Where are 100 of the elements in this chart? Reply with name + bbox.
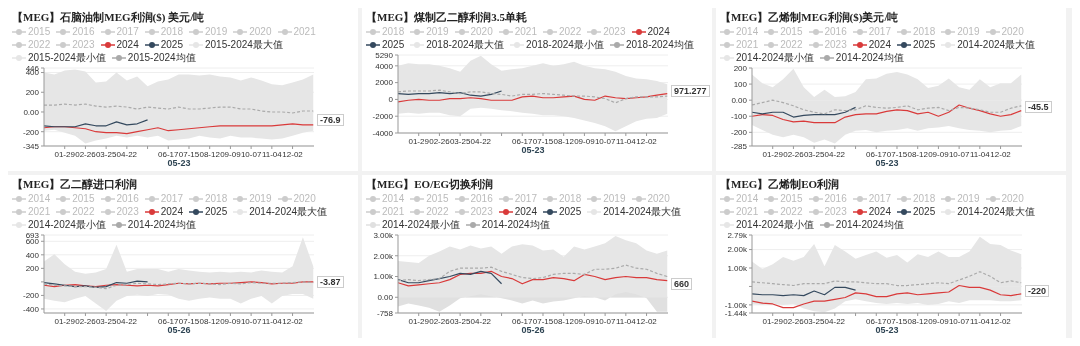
legend-label: 2024 xyxy=(867,39,891,51)
legend-label: 2017 xyxy=(115,26,139,38)
x-tick-label: 09-09 xyxy=(928,149,950,159)
x-tick-label: 02-26 xyxy=(429,136,451,146)
x-tick-label: 10-07 xyxy=(594,316,616,326)
x-tick-label: 06-17 xyxy=(158,149,180,159)
legend-label: 2020 xyxy=(248,26,272,38)
x-tick-label: 07-15 xyxy=(886,316,908,326)
legend-label: 2018 xyxy=(381,26,405,38)
x-tick-label: 06-17 xyxy=(512,316,534,326)
legend-label: 2024 xyxy=(646,26,670,38)
legend-label: 2018-2024最小值 xyxy=(525,39,604,51)
y-tick-label: -1.00k xyxy=(724,300,748,310)
chart-title: 【MEG】EO/EG切换利润 xyxy=(365,177,495,192)
x-tick-label: 06-17 xyxy=(512,136,534,146)
x-tick-label: 08-12 xyxy=(553,316,575,326)
legend-label: 2014 xyxy=(735,193,759,205)
y-tick-label: 2.79k xyxy=(727,230,748,240)
y-tick-label: -1.44k xyxy=(724,308,748,318)
line-series xyxy=(398,270,503,285)
x-tick-label: 07-15 xyxy=(178,149,200,159)
legend-label: 2015 xyxy=(71,193,95,205)
line-series xyxy=(752,99,1022,115)
legend-label: 2018 xyxy=(912,26,936,38)
chart-title: 【MEG】煤制乙二醇利润3.5单耗 xyxy=(365,10,529,25)
legend-label: 2020 xyxy=(292,193,316,205)
legend-label: 2023 xyxy=(71,39,95,51)
y-tick-label: -285 xyxy=(730,141,748,151)
line-series xyxy=(44,123,314,135)
line-series xyxy=(44,119,149,128)
x-tick-label: 12-02 xyxy=(990,316,1012,326)
y-tick-label: -200 xyxy=(22,291,40,301)
y-tick-label: 400 xyxy=(25,250,40,260)
y-tick-label: -400 xyxy=(22,304,40,314)
legend-label: 2019 xyxy=(956,193,980,205)
x-tick-label: 04-22 xyxy=(116,149,138,159)
legend-label: 2014 xyxy=(381,193,405,205)
legend-label: 2025 xyxy=(912,206,936,218)
x-tick-label: 11-04 xyxy=(615,316,637,326)
x-tick-label: 02-26 xyxy=(75,149,97,159)
x-tick-label: 04-22 xyxy=(824,149,846,159)
y-tick-label: 0.00 xyxy=(731,96,748,105)
legend-label: 2017 xyxy=(867,193,891,205)
x-tick-label: 04-22 xyxy=(470,136,492,146)
text: 05-26 xyxy=(167,325,191,336)
x-tick-label: 06-17 xyxy=(158,316,180,326)
legend-label: 2023 xyxy=(115,206,139,218)
x-tick-label: 09-09 xyxy=(220,316,242,326)
x-tick-label: 04-22 xyxy=(470,316,492,326)
annotation: -220 xyxy=(1025,284,1050,297)
legend-label: 2014-2024均值 xyxy=(126,219,196,231)
x-tick-label: 11-04 xyxy=(261,316,283,326)
x-tick-label: 03-25 xyxy=(95,149,117,159)
annotation: 660 xyxy=(671,277,693,290)
legend-label: 2015 xyxy=(27,26,51,38)
x-tick-label: 12-02 xyxy=(282,316,304,326)
legend-label: 2016 xyxy=(71,26,95,38)
chart-title: 【MEG】乙烯制MEG利润($)美元/吨 xyxy=(719,10,900,25)
x-tick-label: 04-22 xyxy=(824,316,846,326)
annotation: -3.87 xyxy=(317,276,344,289)
y-tick-label: 1.00k xyxy=(727,263,748,273)
legend-label: 2014-2024最大值 xyxy=(956,206,1036,218)
legend-label: 2019 xyxy=(204,26,228,38)
text: 05-23 xyxy=(875,325,899,336)
x-tick-label: 03-25 xyxy=(803,149,825,159)
line-series xyxy=(752,106,857,118)
y-tick-label: 200 xyxy=(25,264,40,274)
legend-label: 2025 xyxy=(159,39,183,51)
line-series xyxy=(44,280,149,288)
x-tick-label: 07-15 xyxy=(886,149,908,159)
y-tick-label: 1.00k xyxy=(373,272,394,282)
legend-label: 2019 xyxy=(602,193,626,205)
legend-label: 2021 xyxy=(381,206,405,218)
legend-label: 2020 xyxy=(1000,193,1024,205)
legend-label: 2022 xyxy=(71,206,95,218)
legend-label: 2017 xyxy=(159,193,183,205)
legend-label: 2020 xyxy=(469,26,493,38)
chart-title: 【MEG】乙二醇进口利润 xyxy=(11,177,139,192)
legend-label: 2014-2024最小值 xyxy=(381,219,460,231)
x-tick-label: 09-09 xyxy=(574,136,596,146)
legend-label: 2018 xyxy=(204,193,228,205)
text: 05-26 xyxy=(521,325,545,336)
x-tick-label: 11-04 xyxy=(261,149,283,159)
x-tick-label: 01-29 xyxy=(54,149,76,159)
legend-label: 2022 xyxy=(425,206,449,218)
x-tick-label: 07-15 xyxy=(532,136,554,146)
line-series xyxy=(752,271,1022,287)
legend-label: 2014-2024最小值 xyxy=(27,219,106,231)
x-tick-label: 08-12 xyxy=(199,316,221,326)
x-tick-label: 04-22 xyxy=(116,316,138,326)
legend-label: 2014 xyxy=(27,193,51,205)
legend-label: 2015 xyxy=(425,193,449,205)
legend-label: 2025 xyxy=(558,206,582,218)
y-tick-label: 600 xyxy=(25,237,40,247)
y-tick-label: -100 xyxy=(730,112,748,122)
legend-label: 2023 xyxy=(602,26,626,38)
legend-label: 2021 xyxy=(735,39,759,51)
x-tick-label: 01-29 xyxy=(762,149,784,159)
y-tick-label: 200 xyxy=(733,63,748,73)
x-tick-label: 08-12 xyxy=(907,149,929,159)
